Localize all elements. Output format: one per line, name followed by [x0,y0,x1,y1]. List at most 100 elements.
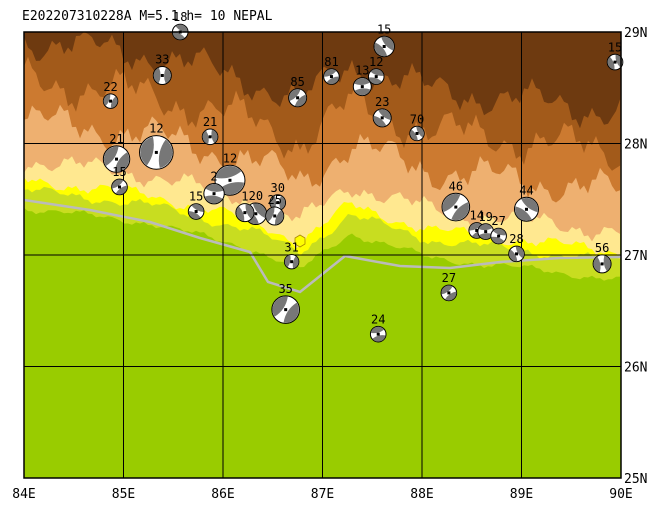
depth-label: 12 [369,55,383,69]
beachball-quadrant [370,326,385,334]
beachball-quadrant [410,129,418,141]
beachball-quadrant [354,88,371,96]
depth-label: 20 [249,189,263,203]
beachball: 1 [235,190,255,223]
beachball-quadrant [416,126,424,138]
beachball: 85 [288,75,308,108]
beachball-center [524,207,528,211]
beachball-center [254,212,258,216]
beachball-quadrant [378,109,391,120]
beachball-center [212,192,216,196]
x-tick-label: 90E [609,487,632,502]
beachball-center [447,291,451,295]
depth-label: 21 [203,115,217,129]
beachball: 15 [373,22,395,58]
beachball-center [228,178,232,182]
beachball-quadrant [445,291,457,301]
depth-label: 33 [155,52,169,66]
x-tick-label: 86E [211,487,234,502]
beachball-quadrant [204,195,223,204]
beachball-center [415,131,419,135]
beachball-center [109,99,113,103]
beachball-quadrant [289,89,301,102]
beachball-quadrant [370,69,384,76]
depth-label: 15 [112,165,126,179]
depth-label: 12 [149,122,163,136]
beachball-quadrant [381,36,394,51]
beachball-quadrant [283,302,299,323]
beachball: 12 [139,122,174,170]
depth-label: 31 [284,240,298,254]
beachball-quadrant [270,195,277,210]
terrain-band [24,32,621,129]
beachball-quadrant [202,130,209,144]
depth-label: 70 [410,112,424,126]
beachball-quadrant [266,207,275,222]
beachball: 44 [513,183,539,222]
y-tick-label: 29N [624,26,647,41]
beachball-quadrant [491,236,505,244]
beachball-quadrant [442,193,461,212]
beachball: 13 [352,64,372,97]
beachball-center [273,214,277,218]
beachball-quadrant [292,256,299,269]
beachball-quadrant [103,94,111,106]
beachball-center [613,60,617,64]
depth-label: 85 [290,75,304,89]
beachball-quadrant [326,76,339,85]
y-tick-label: 26N [624,361,647,376]
beachball-center [376,332,380,336]
beachball-quadrant [245,204,254,219]
depth-label: 15 [608,40,622,54]
depth-label: 23 [375,95,389,109]
beachball: 21 [201,115,219,146]
frame [23,31,622,479]
y-tick-label: 25N [624,472,647,487]
beachball-center [374,75,378,79]
beachball: 15 [187,190,205,220]
beachball: 35 [271,282,300,324]
beachball-center [276,201,280,205]
beachball-quadrant [368,77,382,85]
beachball: 33 [152,52,172,85]
beachball-quadrant [607,56,615,70]
depth-label: 14 [469,209,483,223]
depth-label: 21 [109,132,123,146]
beachball: 31 [283,240,300,270]
beachball: 70 [409,112,425,142]
x-tick-label: 84E [12,487,35,502]
depth-label: 44 [519,183,533,197]
depth-label: 18 [173,10,187,24]
beachball: 12 [367,55,385,85]
beachball: 27 [440,271,458,302]
beachball-quadrant [451,202,469,221]
beachball-quadrant [211,129,218,143]
beachball-center [329,75,333,79]
beachball-quadrant [279,195,286,210]
beachball-quadrant [441,285,453,295]
depth-label: 27 [442,271,456,285]
beachball: 19 [477,210,494,240]
beachball: 22 [102,80,119,109]
depth-label: 24 [371,312,385,326]
depth-label: 56 [595,241,609,255]
beachball-center [194,210,198,214]
depth-label: 28 [509,232,523,246]
beachball-quadrant [205,183,224,192]
beachball-center [515,252,519,256]
beachball-quadrant [175,24,188,33]
beachball: 15 [111,165,128,196]
beachball-center [454,205,458,209]
beachball-center [290,260,294,264]
beachball-quadrant [103,146,119,166]
beachball-quadrant [478,224,493,231]
beachball-center [484,230,488,234]
x-tick-label: 88E [410,487,433,502]
beachball-center [475,228,479,232]
beachball-quadrant [215,166,242,179]
x-tick-label: 89E [510,487,533,502]
beachball: 2 [203,169,225,205]
